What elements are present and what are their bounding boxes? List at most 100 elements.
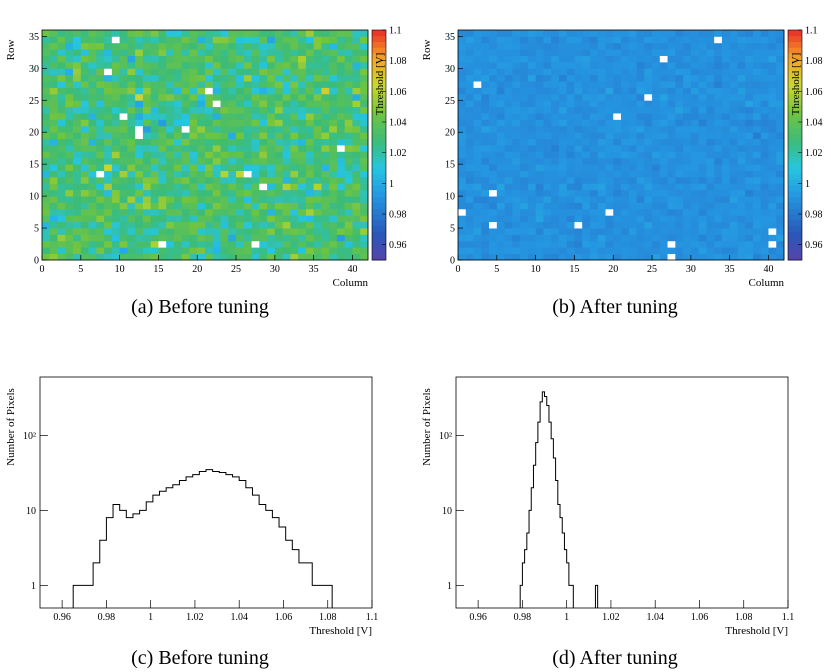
heatmap-cell [644, 74, 653, 82]
heatmap-cell [589, 247, 599, 255]
heatmap-cell [88, 253, 97, 261]
heatmap-cell [721, 253, 731, 261]
heatmap-cell [228, 87, 237, 95]
heatmap-cell [582, 81, 591, 88]
heatmap-cell [88, 176, 97, 184]
heatmap-cell [236, 61, 245, 69]
heatmap-cell [135, 202, 144, 210]
heatmap-cell [690, 106, 700, 114]
heatmap-cell [458, 221, 467, 229]
heatmap-cell [158, 119, 167, 127]
heatmap-cell [558, 93, 568, 101]
heatmap-cell [737, 68, 746, 76]
heatmap-cell [558, 151, 568, 159]
heatmap-cell [465, 145, 474, 152]
heatmap-cell [259, 119, 268, 127]
colorbar-segment [372, 41, 386, 48]
heatmap-cell [135, 228, 144, 235]
heatmap-cell [282, 253, 291, 261]
heatmap-cell [274, 55, 284, 63]
heatmap-cell [558, 138, 568, 146]
heatmap-cell [88, 87, 97, 95]
colorbar-segment [788, 53, 802, 60]
heatmap-cell [558, 208, 568, 216]
heatmap-cell [636, 100, 645, 108]
heatmap-cell [721, 42, 731, 50]
heatmap-cell [729, 151, 738, 159]
heatmap-cell [714, 36, 723, 44]
heatmap-cell [481, 93, 490, 101]
x-tick-label: 1 [564, 612, 569, 623]
heatmap-cell [621, 151, 630, 159]
heatmap-cell [489, 221, 498, 229]
heatmap-cell [57, 74, 66, 82]
heatmap-cell [42, 55, 51, 63]
heatmap-cell [189, 183, 198, 191]
heatmap-cell [465, 240, 474, 248]
heatmap-cell [360, 170, 369, 178]
heatmap-cell [212, 106, 221, 114]
heatmap-cell [504, 42, 513, 50]
heatmap-cell [173, 125, 183, 133]
heatmap-cell [721, 202, 731, 210]
heatmap-cell [104, 247, 113, 255]
heatmap-cell [481, 49, 490, 56]
heatmap-cell [473, 228, 482, 235]
heatmap-cell [613, 221, 622, 229]
heatmap-cell [489, 208, 498, 216]
heatmap-cell [589, 113, 599, 120]
heatmap-cell [267, 221, 276, 229]
heatmap-cell [768, 247, 777, 255]
heatmap-cell [80, 30, 89, 37]
heatmap-cell [504, 87, 513, 95]
heatmap-cell [57, 36, 66, 44]
heatmap-cell [329, 202, 338, 210]
heatmap-cell [605, 170, 614, 178]
heatmap-cell [65, 68, 74, 76]
heatmap-cell [57, 202, 66, 210]
heatmap-cell [336, 93, 346, 101]
heatmap-cell [212, 49, 221, 56]
heatmap-cell [65, 240, 74, 248]
heatmap-cell [621, 221, 630, 229]
heatmap-cell [313, 234, 322, 242]
heatmap-cell [745, 253, 754, 261]
heatmap-cell [57, 151, 66, 159]
heatmap-cell [336, 247, 346, 255]
heatmap-cell [329, 247, 338, 255]
heatmap-cell [458, 132, 467, 140]
heatmap-cell [282, 221, 291, 229]
heatmap-cell [220, 68, 229, 76]
heatmap-cell [220, 151, 229, 159]
heatmap-cell [344, 55, 353, 63]
heatmap-cell [189, 100, 198, 108]
heatmap-cell [481, 106, 490, 114]
heatmap-cell [558, 170, 568, 178]
heatmap-cell [65, 30, 74, 37]
colorbar-segment [372, 30, 386, 37]
y-tick-label: 25 [29, 96, 39, 107]
heatmap-cell [729, 106, 738, 114]
heatmap-cell [290, 145, 299, 152]
heatmap-cell [336, 119, 346, 127]
heatmap-cell [496, 68, 505, 76]
heatmap-cell [582, 176, 591, 184]
heatmap-cell [752, 208, 762, 216]
heatmap-cell [520, 49, 529, 56]
heatmap-cell [551, 106, 560, 114]
heatmap-cell [496, 157, 505, 165]
heatmap-cell [613, 189, 622, 197]
heatmap-cell [352, 157, 361, 165]
heatmap-cell [683, 228, 692, 235]
heatmap-cell [675, 61, 684, 69]
heatmap-cell [251, 30, 260, 37]
heatmap-cell [150, 132, 159, 140]
heatmap-cell [127, 157, 136, 165]
heatmap-cell [768, 119, 777, 127]
heatmap-cell [745, 55, 754, 63]
heatmap-cell [465, 55, 474, 63]
heatmap-cell [551, 49, 560, 56]
heatmap-cell [313, 145, 322, 152]
colorbar-segment [372, 173, 386, 180]
heatmap-cell [158, 49, 167, 56]
